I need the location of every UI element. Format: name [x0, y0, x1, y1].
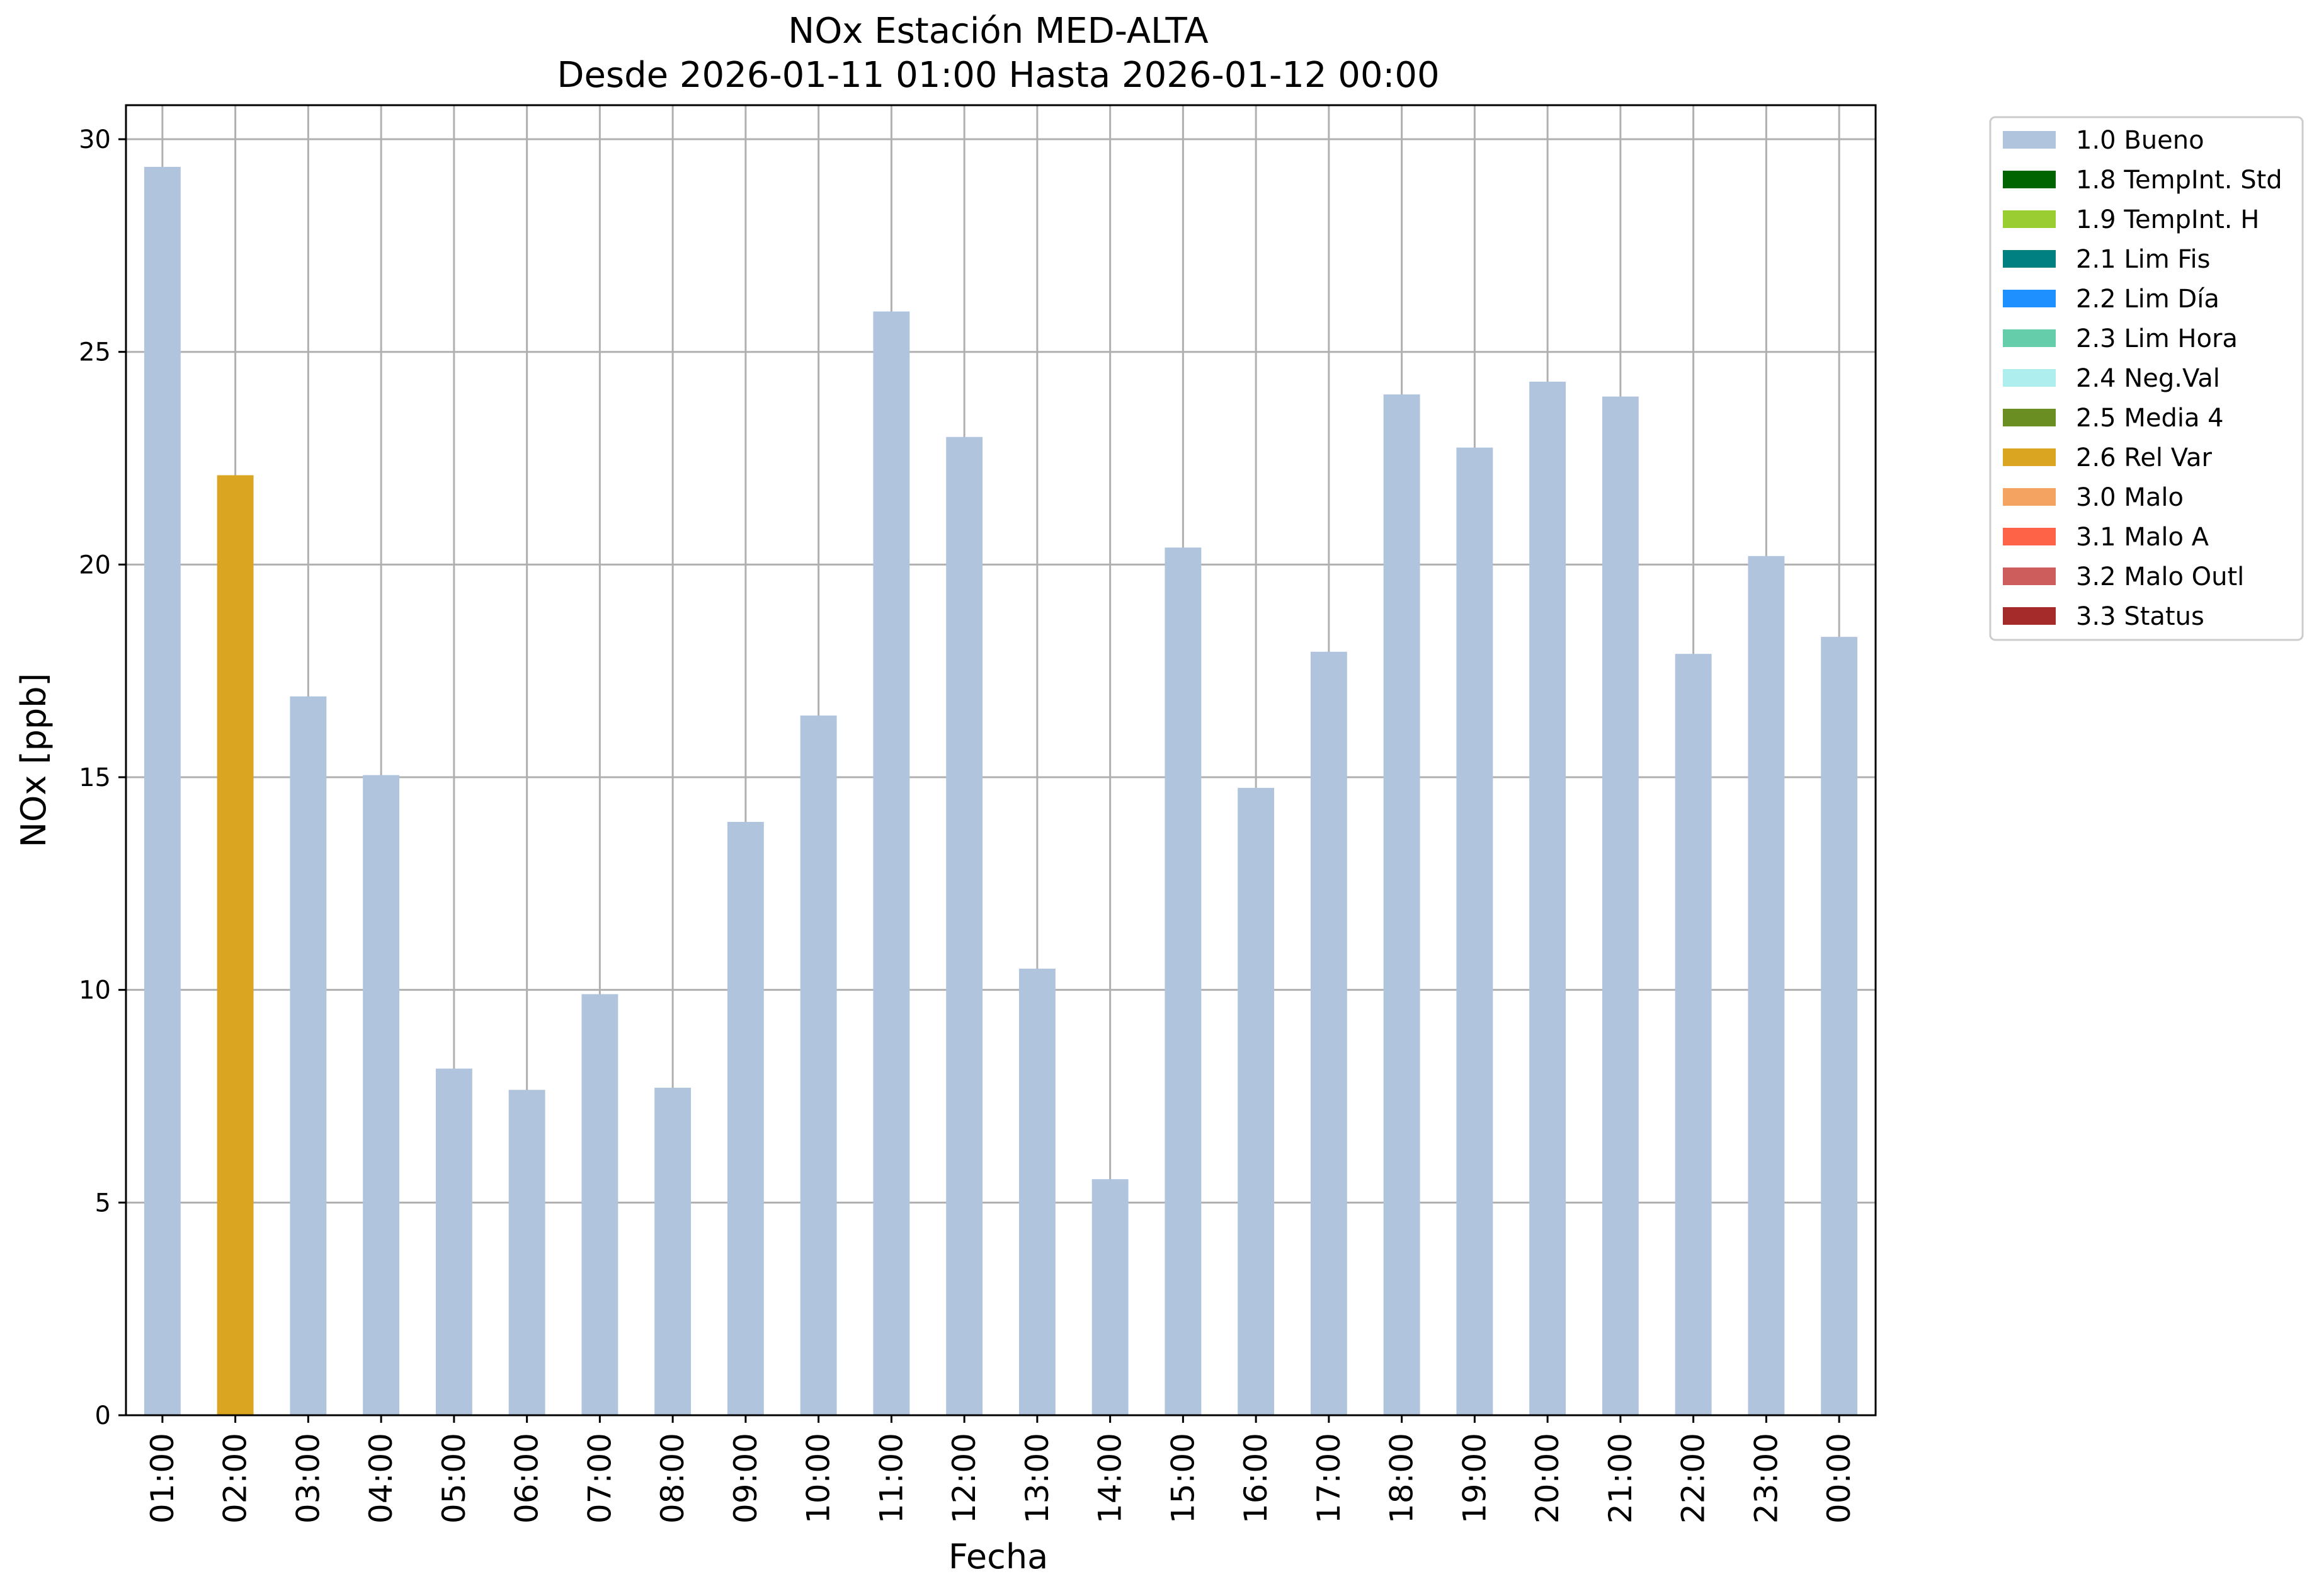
bar [1821, 637, 1858, 1416]
bar [1602, 396, 1639, 1415]
y-tick-label: 25 [79, 338, 111, 367]
x-tick-label: 16:00 [1238, 1433, 1274, 1524]
x-tick-label: 12:00 [946, 1433, 983, 1524]
y-tick-label: 20 [79, 550, 111, 579]
x-tick-label: 20:00 [1529, 1433, 1566, 1524]
legend-swatch [2003, 488, 2056, 506]
x-tick-label: 14:00 [1092, 1433, 1129, 1524]
y-tick-label: 10 [79, 976, 111, 1005]
y-tick-label: 0 [95, 1401, 111, 1430]
legend-swatch [2003, 329, 2056, 347]
x-tick-label: 21:00 [1602, 1433, 1639, 1524]
x-tick-label: 22:00 [1675, 1433, 1712, 1524]
x-tick-label: 11:00 [873, 1433, 909, 1524]
legend-swatch [2003, 448, 2056, 466]
legend-swatch [2003, 409, 2056, 426]
x-axis-label: Fecha [949, 1537, 1048, 1576]
legend-label: 1.0 Bueno [2076, 126, 2204, 155]
x-tick-label: 18:00 [1384, 1433, 1420, 1524]
bar [217, 475, 254, 1415]
legend-label: 1.9 TempInt. H [2076, 205, 2259, 234]
x-tick-label: 03:00 [290, 1433, 326, 1524]
legend-swatch [2003, 607, 2056, 625]
legend-label: 3.2 Malo Outl [2076, 562, 2244, 591]
legend-swatch [2003, 369, 2056, 387]
bar [654, 1088, 692, 1415]
bars [144, 166, 1858, 1416]
legend-swatch [2003, 528, 2056, 545]
bar [144, 166, 181, 1415]
bar [946, 436, 983, 1416]
x-tick-label: 10:00 [801, 1433, 837, 1524]
y-axis-label: NOx [ppb] [14, 673, 54, 848]
x-tick-label: 23:00 [1748, 1433, 1784, 1524]
bar [1748, 556, 1785, 1415]
legend-label: 3.3 Status [2076, 602, 2204, 631]
x-axis: 01:00 02:00 03:00 04:00 05:00 06:00 07:00 08:00… [144, 1415, 1857, 1524]
x-tick-label: 05:00 [436, 1433, 472, 1524]
bar [1383, 394, 1420, 1416]
bar [1238, 787, 1275, 1415]
legend: 1.0 Bueno 1.8 TempInt. Std 1.9 TempInt. H 2… [1989, 116, 2304, 641]
x-tick-label: 06:00 [509, 1433, 545, 1524]
legend-label: 2.5 Media 4 [2076, 404, 2224, 433]
legend-frame [1989, 116, 2304, 641]
x-tick-label: 02:00 [217, 1433, 254, 1524]
x-tick-label: 07:00 [581, 1433, 618, 1524]
chart-title: NOx Estación MED-ALTA [788, 11, 1208, 52]
legend-label: 2.3 Lim Hora [2076, 324, 2238, 353]
bar [1018, 968, 1056, 1415]
bar [508, 1090, 545, 1415]
legend-label: 2.2 Lim Día [2076, 285, 2219, 314]
bar [727, 821, 764, 1415]
legend-swatch [2003, 171, 2056, 188]
legend-swatch [2003, 250, 2056, 268]
legend-label: 3.0 Malo [2076, 483, 2184, 512]
x-tick-label: 15:00 [1165, 1433, 1201, 1524]
bar [363, 775, 400, 1415]
y-tick-label: 15 [79, 763, 111, 792]
plot-frame [125, 104, 1877, 1416]
x-tick-label: 17:00 [1311, 1433, 1347, 1524]
bar [435, 1068, 472, 1415]
bar [1529, 381, 1566, 1415]
legend-swatch [2003, 567, 2056, 585]
legend-swatch [2003, 290, 2056, 307]
legend-swatch [2003, 131, 2056, 149]
x-tick-label: 13:00 [1019, 1433, 1056, 1524]
chart-subtitle: Desde 2026-01-11 01:00 Hasta 2026-01-12 … [557, 55, 1439, 96]
legend-label: 2.1 Lim Fis [2076, 245, 2210, 274]
legend-label: 1.8 TempInt. Std [2076, 166, 2282, 195]
x-tick-label: 09:00 [727, 1433, 764, 1524]
legend-swatch [2003, 210, 2056, 228]
bar [581, 994, 618, 1415]
legend-label: 2.6 Rel Var [2076, 443, 2213, 472]
x-tick-label: 01:00 [144, 1433, 181, 1524]
bar [800, 715, 837, 1415]
bar [1456, 447, 1493, 1415]
y-axis: 0 5 10 15 20 25 30 [79, 125, 126, 1430]
bar [290, 696, 327, 1415]
y-tick-label: 30 [79, 125, 111, 154]
bar [1091, 1179, 1129, 1415]
x-tick-label: 04:00 [363, 1433, 399, 1524]
x-tick-label: 00:00 [1821, 1433, 1857, 1524]
y-tick-label: 5 [95, 1188, 111, 1217]
bar [1675, 654, 1712, 1415]
legend-label: 2.4 Neg.Val [2076, 364, 2220, 393]
legend-label: 3.1 Malo A [2076, 523, 2209, 552]
bar [1165, 547, 1202, 1415]
bar [1310, 651, 1347, 1415]
x-tick-label: 19:00 [1456, 1433, 1493, 1524]
x-tick-label: 08:00 [654, 1433, 691, 1524]
bar [873, 311, 910, 1415]
